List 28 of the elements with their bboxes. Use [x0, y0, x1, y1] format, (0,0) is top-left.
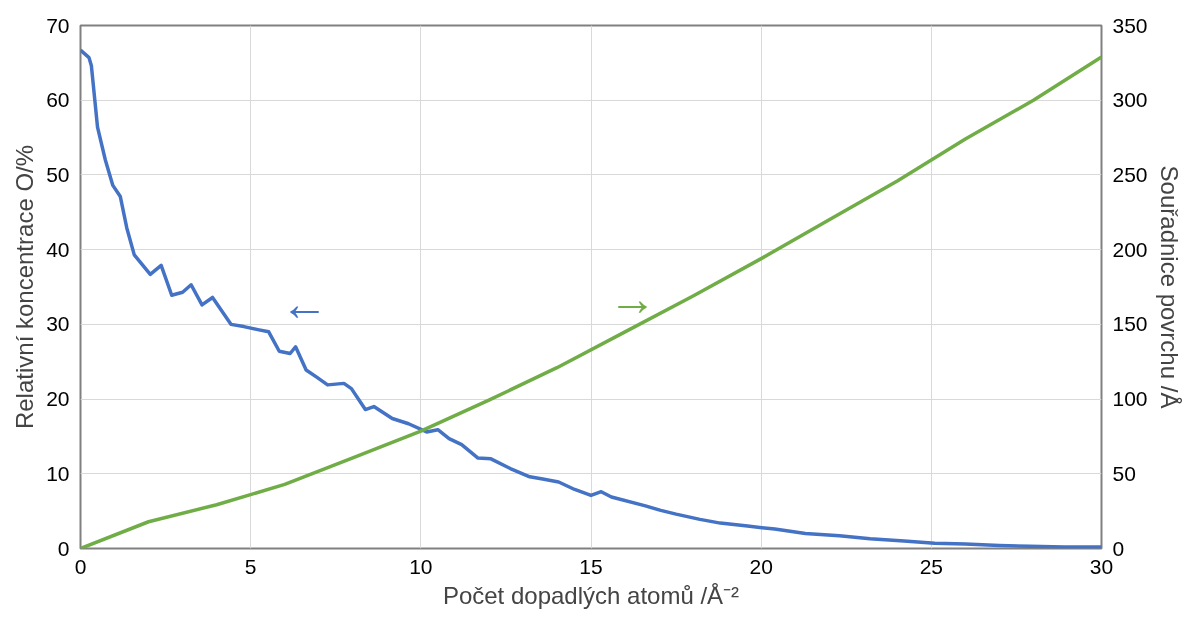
y2-axis-title: Souřadnice povrchu /Å [1155, 165, 1183, 409]
x-tick-label: 25 [919, 554, 944, 578]
y-tick-label: 30 [46, 312, 70, 336]
y-tick-label: 70 [46, 13, 70, 37]
x-tick-label: 10 [409, 554, 433, 578]
x-tick-label: 5 [244, 554, 257, 578]
y-tick-label: 40 [46, 237, 70, 261]
x-axis-title: Počet dopadlých atomů /Å⁻² [442, 581, 740, 609]
y-tick-label: 20 [46, 387, 70, 411]
y2-tick-label: 250 [1112, 162, 1148, 186]
y-tick-label: 60 [46, 88, 70, 112]
annotation: → [608, 272, 657, 325]
y-tick-label: 0 [57, 536, 70, 560]
x-tick-label: 15 [579, 554, 603, 578]
x-tick-label: 0 [74, 554, 87, 578]
x-tick-label: 20 [749, 554, 773, 578]
y2-tick-label: 350 [1112, 13, 1148, 37]
y2-tick-label: 100 [1112, 387, 1148, 411]
y2-tick-label: 300 [1112, 88, 1148, 112]
y-axis-title: Relativní koncentrace O/% [11, 144, 39, 430]
y-tick-label: 10 [46, 461, 70, 485]
y2-tick-label: 150 [1112, 312, 1148, 336]
y2-tick-label: 0 [1112, 536, 1125, 560]
y2-tick-label: 50 [1112, 461, 1136, 485]
y2-tick-label: 200 [1112, 237, 1148, 261]
annotation: ← [280, 277, 329, 330]
x-tick-label: 30 [1089, 554, 1114, 578]
y-tick-label: 50 [46, 162, 70, 186]
